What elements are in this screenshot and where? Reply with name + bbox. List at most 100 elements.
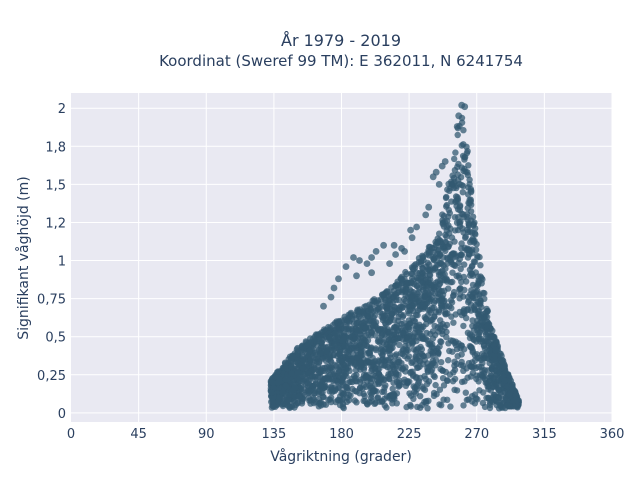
data-point — [422, 375, 429, 383]
data-point — [363, 302, 370, 310]
data-point — [428, 304, 436, 312]
data-point — [269, 398, 276, 405]
data-point — [456, 274, 463, 281]
data-point — [386, 351, 394, 358]
data-point — [435, 297, 443, 304]
data-point — [394, 284, 402, 291]
data-point — [341, 342, 348, 349]
data-point — [325, 353, 332, 361]
data-point — [429, 341, 436, 348]
data-point — [398, 360, 405, 367]
data-point — [413, 223, 420, 231]
data-point — [467, 307, 475, 314]
data-point — [435, 181, 443, 188]
data-point — [384, 316, 391, 323]
data-point — [410, 383, 417, 390]
data-point — [392, 369, 399, 376]
data-point — [375, 357, 382, 364]
data-point — [382, 382, 389, 389]
data-point — [295, 393, 303, 400]
data-point — [403, 346, 410, 353]
data-point — [467, 270, 475, 277]
data-point — [369, 354, 376, 362]
data-point — [400, 320, 408, 327]
data-point — [409, 358, 416, 365]
data-point — [378, 398, 386, 405]
data-point — [430, 256, 438, 264]
data-point — [437, 277, 444, 284]
data-point — [464, 191, 472, 198]
data-point — [312, 349, 319, 357]
data-point — [331, 372, 339, 379]
data-point — [470, 222, 477, 229]
data-point — [393, 400, 400, 407]
data-point — [347, 392, 354, 399]
data-point — [335, 275, 342, 283]
data-point — [469, 213, 477, 220]
data-point — [449, 278, 456, 286]
x-tick-label: 315 — [532, 427, 557, 442]
data-point — [404, 378, 411, 385]
data-point — [447, 403, 454, 410]
data-point — [306, 381, 314, 389]
data-point — [390, 392, 397, 399]
data-point — [451, 227, 459, 234]
data-point — [422, 211, 430, 219]
data-point — [279, 389, 286, 396]
data-point — [458, 245, 465, 252]
data-point — [415, 258, 423, 266]
data-point — [339, 337, 346, 344]
data-point — [309, 372, 316, 380]
data-point — [425, 203, 433, 211]
data-point — [396, 341, 403, 349]
data-point — [443, 193, 450, 201]
data-point — [402, 280, 410, 288]
data-point — [352, 336, 359, 343]
data-point — [384, 341, 391, 348]
data-point — [450, 288, 458, 296]
data-point — [408, 275, 416, 282]
data-point — [468, 201, 475, 208]
data-point — [474, 310, 482, 318]
data-point — [397, 350, 404, 357]
data-point — [417, 277, 424, 284]
data-point — [432, 168, 440, 176]
data-point — [389, 336, 396, 343]
data-point — [306, 347, 313, 355]
data-point — [402, 368, 409, 375]
data-point — [361, 392, 368, 400]
data-point — [394, 335, 401, 342]
data-point — [489, 336, 496, 343]
data-point — [406, 325, 413, 332]
data-point — [419, 401, 426, 409]
data-point — [317, 350, 324, 357]
data-point — [362, 397, 369, 405]
data-point — [395, 296, 403, 304]
data-point — [380, 241, 387, 249]
data-point — [365, 313, 372, 320]
data-point — [345, 352, 352, 359]
data-point — [372, 367, 379, 374]
data-point — [368, 397, 375, 405]
data-point — [471, 237, 478, 245]
data-point — [384, 307, 391, 314]
data-point — [477, 262, 484, 269]
data-point — [436, 230, 443, 237]
data-point — [356, 327, 363, 334]
data-point — [458, 251, 466, 259]
data-point — [484, 328, 491, 336]
y-tick-label: 0,5 — [45, 331, 66, 346]
data-point — [452, 338, 459, 345]
data-point — [374, 394, 382, 401]
data-point — [407, 368, 414, 376]
data-point — [481, 403, 489, 411]
data-point — [298, 349, 306, 356]
data-point — [377, 349, 384, 356]
data-point — [353, 388, 360, 395]
y-tick-label: 1,2 — [45, 216, 66, 231]
data-point — [458, 311, 466, 319]
data-point — [477, 356, 485, 364]
data-point — [490, 383, 497, 390]
data-point — [411, 300, 419, 307]
